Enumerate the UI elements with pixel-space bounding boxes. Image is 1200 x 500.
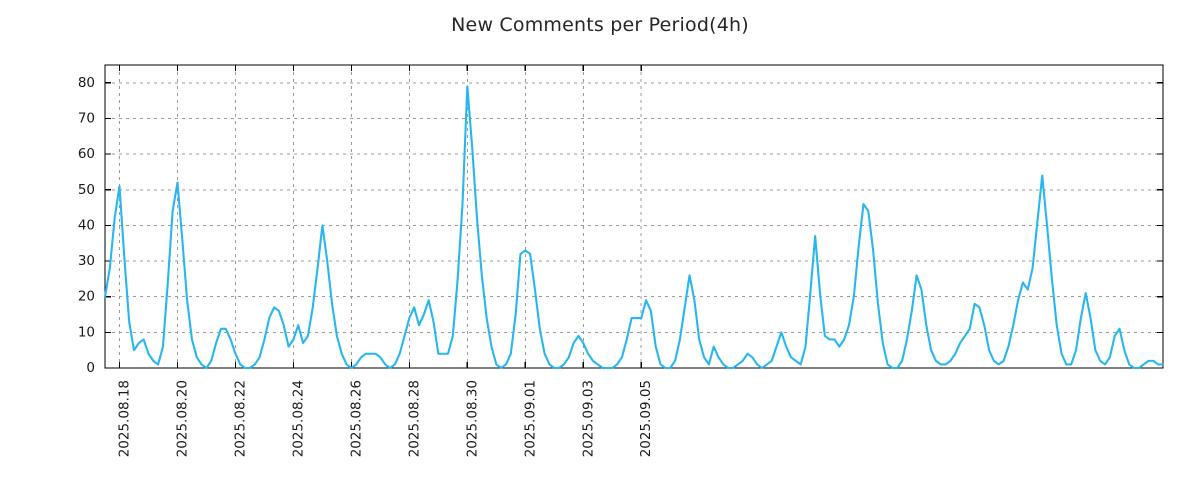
x-axis-tick-label: 2025.09.05 <box>638 380 654 457</box>
grid-lines <box>105 65 1163 369</box>
y-axis-tick-label: 0 <box>86 360 95 376</box>
series-line-new-comments <box>103 85 1165 370</box>
x-axis-tick-label: 2025.09.01 <box>522 380 538 457</box>
x-axis-tick-label: 2025.08.30 <box>464 380 480 457</box>
x-axis-tick-label: 2025.08.26 <box>348 380 364 457</box>
y-axis-tick-label: 20 <box>78 289 95 305</box>
plot-border <box>104 64 1164 369</box>
x-axis-tick-label: 2025.08.28 <box>406 380 422 457</box>
x-axis-tick-label: 2025.09.03 <box>580 380 596 457</box>
y-axis-tick-label: 10 <box>78 324 95 340</box>
y-axis-ticks <box>105 82 1163 369</box>
y-axis-tick-label: 60 <box>78 146 95 162</box>
data-series-line <box>103 85 1165 370</box>
x-axis-ticks <box>118 65 642 368</box>
y-axis-tick-label: 30 <box>78 253 95 269</box>
y-axis-tick-label: 80 <box>78 75 95 91</box>
chart-title: New Comments per Period(4h) <box>451 14 749 36</box>
x-axis-tick-label: 2025.08.22 <box>232 380 248 457</box>
y-axis-tick-labels: 0 10 20 30 40 50 60 70 80 <box>78 75 95 376</box>
x-axis-tick-label: 2025.08.24 <box>290 380 306 457</box>
y-axis-tick-label: 50 <box>78 182 95 198</box>
x-axis-tick-labels: 2025.08.18 2025.08.20 2025.08.22 2025.08.24… <box>116 380 654 457</box>
x-axis-tick-label: 2025.08.20 <box>174 380 190 457</box>
x-axis-tick-label: 2025.08.18 <box>116 380 132 457</box>
plot-frame <box>104 64 1164 369</box>
y-axis-tick-label: 70 <box>78 110 95 126</box>
y-axis-tick-label: 40 <box>78 217 95 233</box>
